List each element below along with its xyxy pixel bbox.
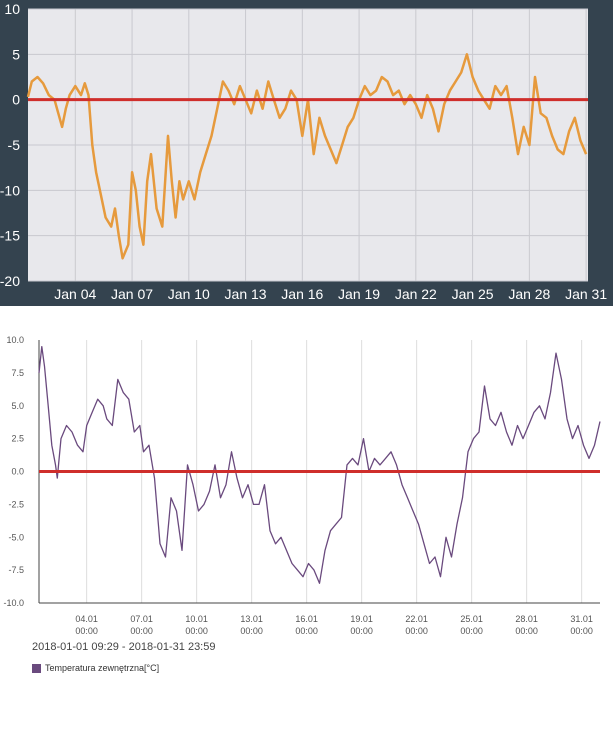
x-tick-label-date: 31.01 — [570, 614, 593, 624]
y-tick-label: 0 — [12, 92, 20, 108]
y-tick-label: 10.0 — [6, 335, 24, 345]
x-tick-label-date: 22.01 — [405, 614, 428, 624]
x-tick-label-time: 00:00 — [130, 626, 153, 635]
x-tick-label: Jan 04 — [54, 286, 96, 302]
y-tick-label: -20 — [0, 273, 20, 289]
y-tick-label: -10.0 — [3, 598, 24, 608]
x-tick-label: Jan 16 — [281, 286, 323, 302]
top-chart-svg: 10 5 0 -5 -10 -15 -20 Jan 04 Jan 07 Jan 10 Jan 13 J… — [0, 1, 607, 302]
y-tick-label: -15 — [0, 228, 20, 244]
x-tick-label-date: 13.01 — [240, 614, 263, 624]
x-tick-label: Jan 07 — [111, 286, 153, 302]
x-tick-label-time: 00:00 — [460, 626, 483, 635]
x-tick-label-time: 00:00 — [350, 626, 373, 635]
y-tick-label: -5.0 — [8, 532, 24, 542]
y-tick-label: -10 — [0, 182, 20, 198]
y-tick-label: 7.5 — [11, 368, 24, 378]
legend-label: Temperatura zewnętrzna[°C] — [45, 663, 160, 673]
y-tick-label: 2.5 — [11, 434, 24, 444]
legend-swatch — [32, 663, 41, 673]
legend[interactable]: Temperatura zewnętrzna[°C] — [32, 663, 159, 673]
x-tick-label: Jan 22 — [395, 286, 437, 302]
x-tick-label-date: 28.01 — [515, 614, 538, 624]
x-tick-label: Jan 13 — [225, 286, 267, 302]
x-tick-label-time: 00:00 — [75, 626, 98, 635]
y-tick-label: 0.0 — [11, 467, 24, 477]
x-tick-label-date: 10.01 — [185, 614, 208, 624]
x-tick-label-date: 16.01 — [295, 614, 318, 624]
x-tick-label: Jan 28 — [508, 286, 550, 302]
top-chart-panel: 10 5 0 -5 -10 -15 -20 Jan 04 Jan 07 Jan 10 Jan 13 J… — [0, 0, 613, 306]
temperature-line — [26, 53, 588, 260]
x-tick-label: Jan 10 — [168, 286, 210, 302]
x-tick-label-date: 19.01 — [350, 614, 373, 624]
x-tick-label: Jan 31 — [565, 286, 607, 302]
y-tick-label: -5 — [8, 137, 21, 153]
x-tick-label: Jan 19 — [338, 286, 380, 302]
time-range-label: 2018-01-01 09:29 - 2018-01-31 23:59 — [32, 641, 216, 653]
x-tick-label-time: 00:00 — [240, 626, 263, 635]
x-tick-label-time: 00:00 — [515, 626, 538, 635]
temperature-line — [38, 345, 601, 584]
y-tick-label: -2.5 — [8, 499, 24, 509]
y-tick-label: 10 — [4, 1, 20, 17]
x-tick-label: Jan 25 — [452, 286, 494, 302]
x-tick-label-time: 00:00 — [570, 626, 593, 635]
x-tick-label-date: 07.01 — [130, 614, 153, 624]
x-tick-label-date: 25.01 — [460, 614, 483, 624]
y-tick-label: 5.0 — [11, 401, 24, 411]
x-tick-label-time: 00:00 — [405, 626, 428, 635]
x-tick-label-date: 04.01 — [75, 614, 98, 624]
bottom-chart-svg: 10.0 7.5 5.0 2.5 0.0 -2.5 -5.0 -7.5 -10.0 04.01 00… — [3, 335, 601, 635]
y-tick-label: -7.5 — [8, 565, 24, 575]
y-tick-label: 5 — [12, 46, 20, 62]
x-tick-label-time: 00:00 — [295, 626, 318, 635]
x-tick-label-time: 00:00 — [185, 626, 208, 635]
